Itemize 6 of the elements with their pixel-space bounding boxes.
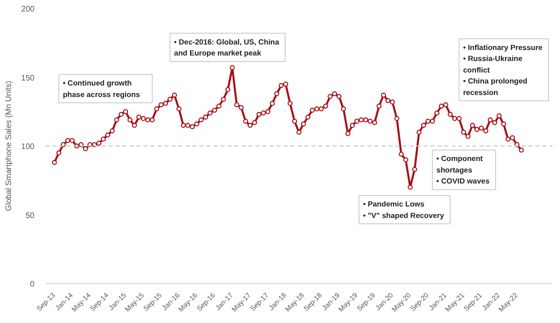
- y-tick-label: 50: [26, 210, 36, 220]
- y-tick-label: 0: [30, 280, 36, 288]
- y-tick-label: 200: [21, 4, 36, 14]
- y-tick-label: 150: [21, 73, 36, 82]
- y-axis-title: Global Smartphone Sales (Mn Units): [4, 80, 14, 212]
- y-tick-label: 100: [21, 142, 36, 151]
